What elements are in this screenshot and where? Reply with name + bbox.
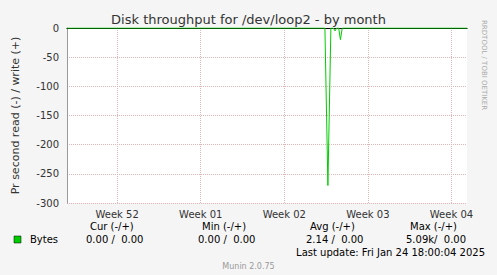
svg-text:Week 02: Week 02 <box>263 209 306 220</box>
svg-text:-150: -150 <box>36 110 59 121</box>
svg-text:-300: -300 <box>36 198 59 209</box>
svg-text:-100: -100 <box>36 81 59 92</box>
svg-text:Disk throughput for /dev/loop2: Disk throughput for /dev/loop2 - by mont… <box>111 12 386 27</box>
svg-text:Pr second read (-) / write (+): Pr second read (-) / write (+) <box>9 37 22 195</box>
svg-text:RRDTOOL / TOBI OETIKER: RRDTOOL / TOBI OETIKER <box>480 20 488 110</box>
svg-text:0.00 / 0.00: 0.00 / 0.00 <box>198 234 255 245</box>
svg-text:2.14 / 0.00: 2.14 / 0.00 <box>306 234 363 245</box>
svg-text:Last update: Fri Jan 24 18:00:: Last update: Fri Jan 24 18:00:04 2025 <box>296 247 485 258</box>
svg-text:Max (-/+): Max (-/+) <box>410 221 457 232</box>
svg-text:Week 04: Week 04 <box>430 209 473 220</box>
svg-text:-250: -250 <box>36 168 59 179</box>
svg-text:Bytes: Bytes <box>30 234 58 245</box>
svg-text:Cur (-/+): Cur (-/+) <box>90 221 134 232</box>
svg-text:0: 0 <box>53 23 59 34</box>
svg-text:Week 01: Week 01 <box>179 209 222 220</box>
svg-text:Week 52: Week 52 <box>95 209 138 220</box>
svg-text:Avg (-/+): Avg (-/+) <box>310 221 355 232</box>
svg-text:-50: -50 <box>43 52 59 63</box>
svg-text:Munin 2.0.75: Munin 2.0.75 <box>222 262 274 271</box>
svg-text:Week 03: Week 03 <box>346 209 389 220</box>
svg-text:0.00 / 0.00: 0.00 / 0.00 <box>86 234 143 245</box>
svg-text:-200: -200 <box>36 139 59 150</box>
svg-text:Min (-/+): Min (-/+) <box>202 221 246 232</box>
svg-text:5.09k/ 0.00: 5.09k/ 0.00 <box>406 234 466 245</box>
